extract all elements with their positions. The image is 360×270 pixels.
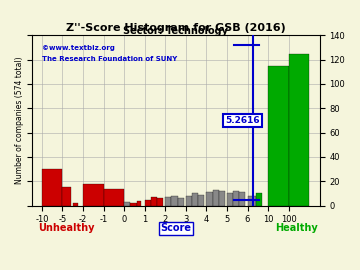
Bar — [206, 192, 213, 206]
Bar — [192, 193, 198, 206]
Text: Score: Score — [160, 223, 191, 233]
Bar — [171, 196, 177, 206]
Bar — [248, 196, 256, 206]
Bar — [42, 169, 63, 206]
Text: The Research Foundation of SUNY: The Research Foundation of SUNY — [42, 56, 177, 62]
Bar — [157, 198, 163, 206]
Text: Sector: Technology: Sector: Technology — [123, 26, 228, 36]
Bar — [227, 193, 233, 206]
Bar — [83, 184, 104, 206]
Bar — [136, 201, 141, 206]
Bar — [256, 193, 262, 206]
Bar — [289, 53, 309, 206]
Bar — [165, 197, 171, 206]
Bar — [145, 200, 151, 206]
Bar — [213, 190, 219, 206]
Text: 5.2616: 5.2616 — [225, 116, 260, 125]
Text: Healthy: Healthy — [275, 223, 318, 233]
Bar — [104, 188, 124, 206]
Bar — [239, 192, 246, 206]
Bar — [151, 197, 157, 206]
Bar — [186, 196, 192, 206]
Bar — [198, 195, 204, 206]
Text: Unhealthy: Unhealthy — [38, 223, 94, 233]
Bar — [233, 191, 239, 206]
Bar — [219, 191, 225, 206]
Bar — [268, 66, 289, 206]
Bar — [73, 203, 78, 206]
Title: Z''-Score Histogram for GSB (2016): Z''-Score Histogram for GSB (2016) — [66, 23, 285, 33]
Bar — [177, 198, 184, 206]
Bar — [124, 202, 130, 206]
Bar — [130, 203, 136, 206]
Y-axis label: Number of companies (574 total): Number of companies (574 total) — [15, 57, 24, 184]
Bar — [63, 187, 71, 206]
Text: ©www.textbiz.org: ©www.textbiz.org — [42, 45, 115, 51]
